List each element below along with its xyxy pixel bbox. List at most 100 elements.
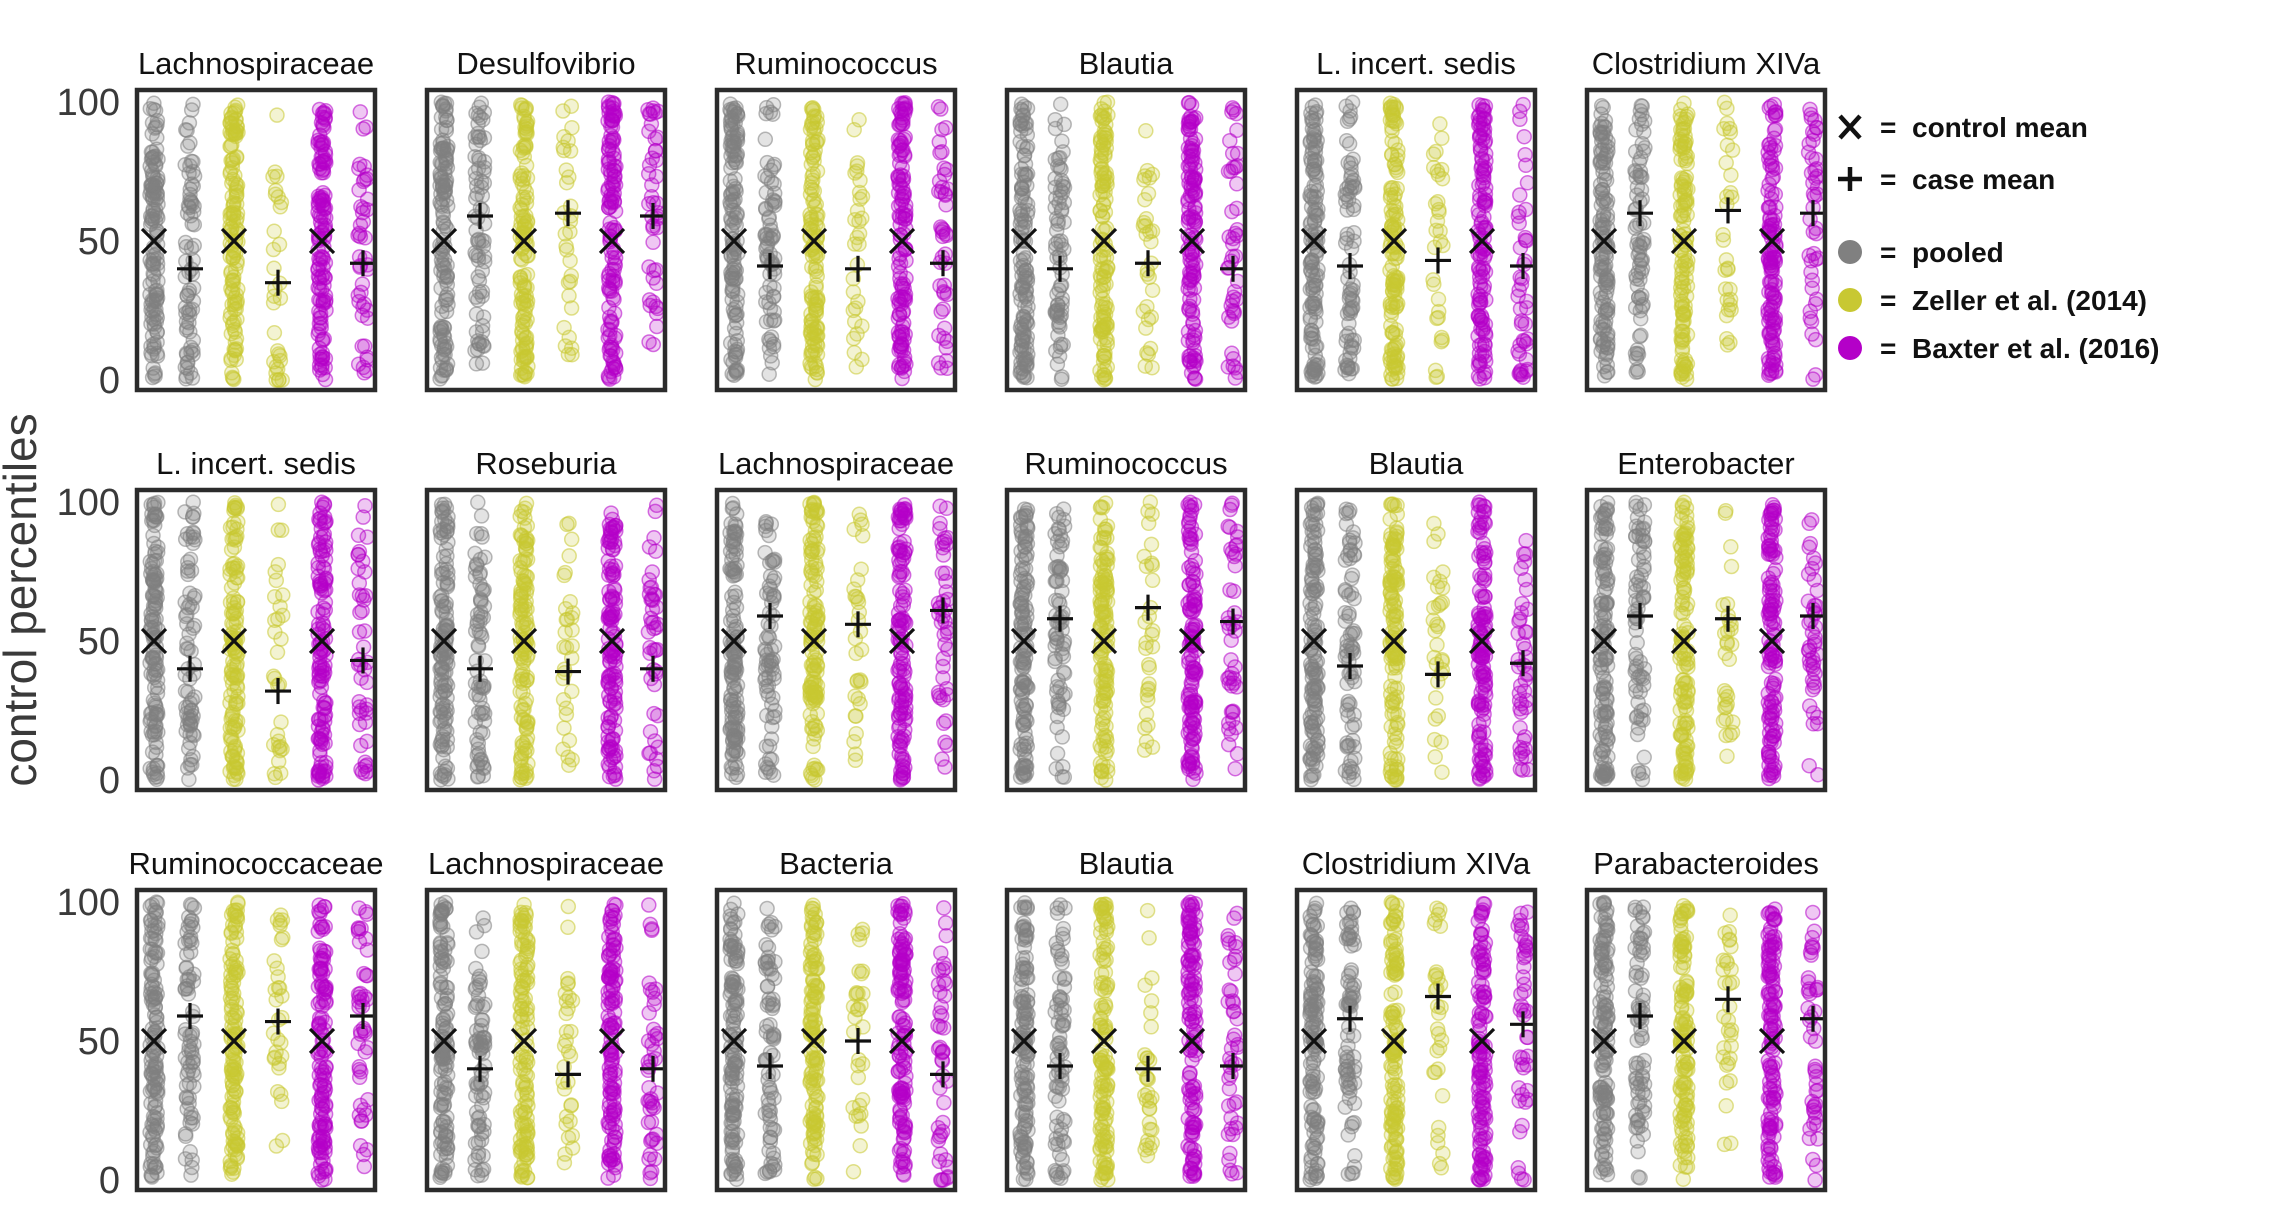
- data-point: [474, 232, 490, 249]
- data-point: [1388, 162, 1404, 178]
- data-point: [648, 152, 665, 169]
- data-point: [644, 592, 661, 609]
- data-point: [149, 309, 166, 326]
- data-point: [556, 720, 572, 736]
- data-point: [1098, 220, 1115, 237]
- data-point: [1476, 194, 1492, 211]
- data-point: [180, 138, 196, 154]
- data-point: [845, 330, 862, 347]
- panel-title: Ruminococcus: [734, 46, 937, 81]
- data-point: [808, 557, 824, 574]
- data-point: [894, 370, 910, 387]
- panel-title: Lachnospiraceae: [718, 446, 954, 481]
- data-point: [1760, 305, 1776, 322]
- data-point: [805, 330, 821, 347]
- data-point: [1597, 288, 1614, 305]
- data-point: [891, 539, 907, 555]
- data-point: [1094, 321, 1111, 337]
- data-point: [353, 702, 370, 719]
- data-point: [516, 168, 532, 184]
- data-point: [848, 708, 864, 724]
- data-point: [1339, 305, 1356, 322]
- data-point: [228, 696, 244, 713]
- data-point: [761, 366, 777, 382]
- data-point: [147, 156, 164, 173]
- data-point: [317, 200, 334, 216]
- data-point: [516, 504, 532, 520]
- data-point: [894, 697, 910, 714]
- panel: Lachnospiraceae: [714, 446, 958, 793]
- data-point: [1095, 196, 1112, 212]
- data-point: [1230, 364, 1245, 381]
- panel: Ruminococcus: [714, 46, 958, 393]
- data-point: [1677, 298, 1693, 314]
- data-point: [181, 314, 197, 331]
- data-point: [1674, 262, 1691, 278]
- data-point: [1013, 364, 1029, 381]
- data-point: [1047, 120, 1064, 137]
- data-point: [186, 216, 203, 233]
- data-point: [645, 234, 661, 251]
- data-point: [474, 355, 491, 371]
- data-point: [805, 311, 821, 327]
- data-point: [729, 341, 746, 358]
- data-point: [1135, 303, 1152, 320]
- panel-title: Roseburia: [475, 446, 617, 481]
- data-point: [184, 370, 201, 386]
- data-point: [267, 624, 283, 640]
- data-point: [808, 597, 824, 614]
- data-point: [846, 521, 862, 538]
- data-point: [186, 590, 202, 606]
- data-point: [933, 101, 949, 117]
- data-point: [434, 503, 450, 520]
- data-point: [728, 362, 744, 378]
- data-point: [890, 613, 907, 629]
- data-point: [512, 598, 529, 614]
- data-point: [897, 292, 914, 308]
- data-point: [1807, 331, 1824, 348]
- strip-points: [1012, 494, 1245, 788]
- data-point: [1180, 95, 1197, 111]
- data-point: [186, 168, 203, 184]
- data-point: [1139, 345, 1155, 361]
- control-mean-marker: [510, 227, 538, 255]
- data-point: [605, 274, 621, 291]
- data-point: [1715, 232, 1732, 248]
- data-point: [1012, 116, 1029, 132]
- data-point: [847, 752, 864, 769]
- data-point: [476, 175, 493, 191]
- data-point: [313, 577, 329, 594]
- data-point: [267, 164, 283, 180]
- data-point: [1050, 150, 1067, 167]
- panel-title: Blautia: [1079, 46, 1175, 81]
- data-point: [315, 153, 332, 169]
- data-point: [555, 692, 572, 708]
- strip-points: [432, 94, 665, 387]
- data-point: [316, 526, 333, 542]
- data-point: [1224, 203, 1240, 220]
- data-point: [1471, 309, 1487, 325]
- case-mean-marker: [1337, 253, 1363, 280]
- data-point: [1182, 142, 1199, 159]
- data-point: [145, 251, 162, 268]
- data-point: [1229, 122, 1245, 139]
- data-point: [1097, 145, 1113, 162]
- data-point: [937, 246, 954, 262]
- data-point: [806, 662, 823, 678]
- data-point: [852, 191, 868, 207]
- data-point: [142, 100, 159, 117]
- data-point: [352, 217, 369, 233]
- data-point: [184, 301, 201, 318]
- data-point: [648, 663, 664, 679]
- panel-frame: [714, 487, 958, 793]
- data-point: [1014, 103, 1031, 119]
- data-point: [1519, 175, 1535, 191]
- data-point: [1019, 196, 1036, 213]
- data-point: [1427, 196, 1444, 212]
- data-point: [898, 252, 914, 269]
- data-point: [558, 174, 575, 191]
- data-point: [475, 725, 491, 741]
- data-point: [936, 277, 953, 294]
- data-point: [1672, 280, 1689, 296]
- data-point: [1185, 209, 1202, 226]
